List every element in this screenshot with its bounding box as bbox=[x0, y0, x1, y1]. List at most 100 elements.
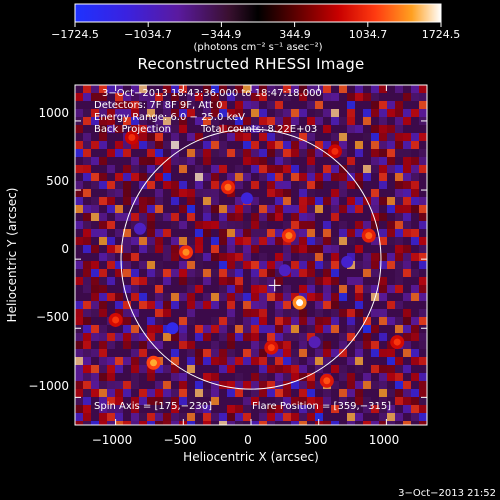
heatmap-cell bbox=[99, 397, 107, 405]
heatmap-cell bbox=[187, 109, 195, 117]
heatmap-cell bbox=[123, 261, 131, 269]
heatmap-cell bbox=[315, 301, 323, 309]
heatmap-cell bbox=[275, 397, 283, 405]
heatmap-cell bbox=[195, 229, 203, 237]
heatmap-cell bbox=[307, 293, 315, 301]
heatmap-cell bbox=[243, 117, 251, 125]
heatmap-cell bbox=[259, 317, 267, 325]
heatmap-cell bbox=[243, 205, 251, 213]
heatmap-cell bbox=[75, 165, 83, 173]
heatmap-cell bbox=[259, 365, 267, 373]
heatmap-cell bbox=[307, 189, 315, 197]
heatmap-cell bbox=[267, 261, 275, 269]
heatmap-cell bbox=[411, 285, 419, 293]
heatmap-cell bbox=[259, 293, 267, 301]
heatmap-cell bbox=[123, 237, 131, 245]
heatmap-cell bbox=[283, 333, 291, 341]
heatmap-cell bbox=[195, 93, 203, 101]
heatmap-cell bbox=[291, 109, 299, 117]
heatmap-cell bbox=[395, 85, 403, 93]
heatmap-cell bbox=[75, 349, 83, 357]
heatmap-cell bbox=[339, 149, 347, 157]
heatmap-cell bbox=[219, 285, 227, 293]
heatmap-cell bbox=[315, 149, 323, 157]
cold-spot-3 bbox=[133, 222, 146, 235]
heatmap-cell bbox=[419, 253, 427, 261]
heatmap-cell bbox=[275, 301, 283, 309]
heatmap-cell bbox=[99, 309, 107, 317]
heatmap-cell bbox=[363, 93, 371, 101]
heatmap-cell bbox=[123, 189, 131, 197]
heatmap-cell bbox=[275, 325, 283, 333]
heatmap-cell bbox=[227, 149, 235, 157]
heatmap-cell bbox=[235, 133, 243, 141]
heatmap-cell bbox=[123, 341, 131, 349]
heatmap-cell bbox=[267, 181, 275, 189]
heatmap-cell bbox=[411, 157, 419, 165]
heatmap-cell bbox=[235, 125, 243, 133]
heatmap-cell bbox=[331, 325, 339, 333]
heatmap-cell bbox=[163, 365, 171, 373]
heatmap-cell bbox=[195, 261, 203, 269]
heatmap-cell bbox=[299, 381, 307, 389]
heatmap-cell bbox=[395, 301, 403, 309]
heatmap-cell bbox=[315, 197, 323, 205]
heatmap-cell bbox=[419, 357, 427, 365]
heatmap-cell bbox=[75, 93, 83, 101]
heatmap-cell bbox=[387, 253, 395, 261]
heatmap-cell bbox=[91, 173, 99, 181]
heatmap-cell bbox=[227, 245, 235, 253]
heatmap-cell bbox=[323, 317, 331, 325]
heatmap-cell bbox=[147, 301, 155, 309]
heatmap-cell bbox=[355, 205, 363, 213]
heatmap-cell bbox=[187, 309, 195, 317]
heatmap-cell bbox=[403, 229, 411, 237]
heatmap-cell bbox=[419, 397, 427, 405]
heatmap-cell bbox=[251, 421, 259, 425]
heatmap-cell bbox=[219, 317, 227, 325]
heatmap-cell bbox=[227, 365, 235, 373]
heatmap-cell bbox=[323, 237, 331, 245]
heatmap-cell bbox=[115, 245, 123, 253]
heatmap-cell bbox=[219, 381, 227, 389]
heatmap-cell bbox=[195, 381, 203, 389]
heatmap-cell bbox=[267, 141, 275, 149]
heatmap-cell bbox=[123, 285, 131, 293]
heatmap-cell bbox=[315, 141, 323, 149]
heatmap-cell bbox=[91, 389, 99, 397]
hot-spot-8 bbox=[112, 316, 120, 324]
heatmap-cell bbox=[251, 197, 259, 205]
heatmap-cell bbox=[371, 149, 379, 157]
heatmap-cell bbox=[371, 325, 379, 333]
heatmap-cell bbox=[203, 405, 211, 413]
heatmap-cell bbox=[387, 317, 395, 325]
heatmap-cell bbox=[211, 373, 219, 381]
heatmap-cell bbox=[267, 149, 275, 157]
heatmap-cell bbox=[147, 245, 155, 253]
heatmap-cell bbox=[91, 261, 99, 269]
heatmap-cell bbox=[163, 413, 171, 421]
heatmap-cell bbox=[395, 133, 403, 141]
heatmap-cell bbox=[115, 269, 123, 277]
heatmap-cell bbox=[195, 301, 203, 309]
heatmap-cell bbox=[395, 237, 403, 245]
heatmap-cell bbox=[115, 405, 123, 413]
heatmap-cell bbox=[275, 101, 283, 109]
heatmap-cell bbox=[163, 109, 171, 117]
heatmap-cell bbox=[99, 325, 107, 333]
heatmap-cell bbox=[235, 413, 243, 421]
heatmap-cell bbox=[155, 141, 163, 149]
heatmap-cell bbox=[203, 333, 211, 341]
heatmap-cell bbox=[267, 381, 275, 389]
heatmap-cell bbox=[387, 405, 395, 413]
heatmap-cell bbox=[403, 141, 411, 149]
heatmap-cell bbox=[419, 389, 427, 397]
heatmap-cell bbox=[139, 365, 147, 373]
heatmap-cell bbox=[75, 261, 83, 269]
heatmap-cell bbox=[379, 381, 387, 389]
heatmap-cell bbox=[299, 189, 307, 197]
heatmap-cell bbox=[267, 133, 275, 141]
hot-spot-1 bbox=[182, 248, 190, 256]
heatmap-cell bbox=[411, 109, 419, 117]
heatmap-cell bbox=[379, 413, 387, 421]
